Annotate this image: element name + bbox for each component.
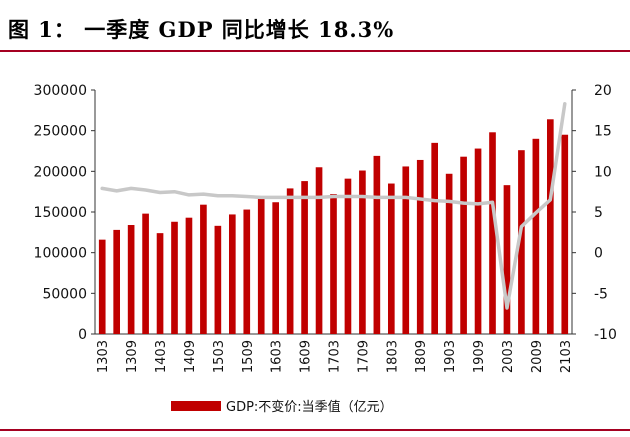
y-right-tick-label: 0 bbox=[594, 246, 603, 262]
gdp-bar bbox=[272, 202, 280, 334]
x-tick-label: 1903 bbox=[443, 340, 458, 373]
gdp-bar bbox=[445, 173, 453, 334]
gdp-bar bbox=[330, 194, 337, 334]
y-right-tick-label: 15 bbox=[594, 124, 612, 140]
gdp-bar bbox=[373, 155, 381, 334]
x-tick-label: 1309 bbox=[125, 340, 140, 373]
gdp-bar bbox=[518, 150, 525, 334]
y-left-tick-label: 300000 bbox=[34, 83, 87, 99]
gdp-bar bbox=[474, 148, 482, 334]
y-right-tick-label: 5 bbox=[594, 205, 603, 221]
gdp-bar bbox=[301, 181, 308, 334]
gdp-bar bbox=[489, 132, 496, 334]
chart-title: 图 1： 一季度 GDP 同比增长 18.3% bbox=[8, 17, 395, 42]
y-left-tick-label: 50000 bbox=[42, 286, 87, 302]
gdp-bar bbox=[200, 204, 207, 334]
x-tick-label: 1609 bbox=[299, 340, 314, 373]
title-divider bbox=[0, 50, 630, 52]
x-tick-label: 1603 bbox=[270, 340, 285, 373]
gdp-bar bbox=[286, 188, 294, 334]
x-tick-label: 1403 bbox=[154, 340, 169, 373]
y-right-tick-label: -10 bbox=[594, 327, 617, 343]
gdp-bar bbox=[546, 119, 554, 334]
y-right-tick-label: -5 bbox=[594, 286, 608, 302]
gdp-bar bbox=[402, 166, 410, 334]
growth-rate-line bbox=[100, 102, 567, 310]
gdp-bar bbox=[185, 217, 193, 334]
y-left-tick-label: 100000 bbox=[34, 246, 87, 262]
bottom-divider bbox=[0, 429, 630, 431]
x-tick-label: 1509 bbox=[241, 340, 256, 373]
gdp-bar bbox=[171, 221, 178, 334]
x-tick-label: 1709 bbox=[356, 340, 371, 373]
gdp-bar bbox=[359, 170, 366, 334]
gdp-bar bbox=[416, 159, 424, 334]
gdp-bar bbox=[214, 225, 222, 334]
gdp-bar bbox=[460, 156, 467, 334]
x-tick-label: 1909 bbox=[472, 340, 487, 373]
gdp-bar bbox=[243, 209, 251, 334]
x-tick-label: 1503 bbox=[212, 340, 227, 373]
gdp-bar bbox=[142, 213, 149, 334]
x-tick-label: 2003 bbox=[501, 340, 516, 373]
y-right-tick-label: 10 bbox=[594, 164, 612, 180]
x-tick-label: 1809 bbox=[414, 340, 429, 373]
gdp-bar bbox=[156, 233, 164, 334]
legend-swatch bbox=[171, 401, 221, 411]
gdp-bar bbox=[431, 142, 439, 334]
gdp-bar bbox=[532, 138, 540, 334]
x-tick-label: 1703 bbox=[328, 340, 343, 373]
gdp-bar bbox=[228, 214, 236, 334]
x-tick-label: 1803 bbox=[385, 340, 400, 373]
y-left-tick-label: 200000 bbox=[34, 164, 87, 180]
gdp-bar bbox=[113, 229, 121, 334]
gdp-bar bbox=[98, 239, 106, 334]
x-tick-label: 1303 bbox=[96, 340, 111, 373]
gdp-bar bbox=[257, 196, 265, 334]
gdp-bar bbox=[344, 178, 352, 334]
gdp-bar bbox=[503, 185, 511, 334]
x-tick-label: 1409 bbox=[183, 340, 198, 373]
gdp-bar bbox=[127, 225, 135, 334]
x-tick-label: 2009 bbox=[530, 340, 545, 373]
y-left-tick-label: 250000 bbox=[34, 124, 87, 140]
gdp-bar bbox=[561, 134, 569, 334]
y-right-tick-label: 20 bbox=[594, 83, 612, 99]
gdp-bar bbox=[315, 167, 323, 334]
legend-label: GDP:不变价:当季值（亿元） bbox=[226, 399, 393, 415]
x-tick-label: 2103 bbox=[559, 340, 574, 373]
gdp-bar bbox=[387, 183, 395, 334]
y-left-tick-label: 150000 bbox=[34, 205, 87, 221]
y-left-tick-label: 0 bbox=[78, 327, 87, 343]
